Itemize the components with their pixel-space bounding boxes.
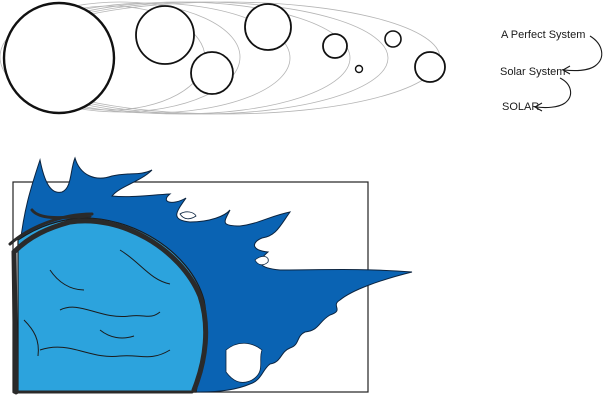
flame-notch: [254, 256, 269, 266]
planet-icon: [322, 33, 348, 59]
sketch-line: [39, 346, 171, 358]
label-solar-system: Solar System: [500, 66, 566, 78]
arrows: [533, 35, 603, 112]
solar-logo: [8, 156, 413, 395]
arrow-head-icon: [533, 102, 543, 112]
planet-icon: [244, 3, 292, 51]
flame-notch: [179, 211, 197, 220]
sketch-line: [49, 269, 85, 291]
arrow-head-icon: [561, 65, 571, 75]
sun-icon: [2, 1, 116, 115]
planet-icon: [354, 64, 364, 74]
label-a-perfect-system: A Perfect System: [501, 29, 586, 41]
sketch-line: [119, 249, 171, 285]
curved-arrow-icon: [563, 35, 603, 72]
flame-notch: [225, 342, 263, 383]
sketch-line: [59, 306, 161, 318]
planet-icon: [190, 51, 234, 95]
sun-outline: [11, 218, 209, 395]
label-solar: SOLAR: [502, 101, 540, 113]
orbit-diagram: [0, 1, 446, 115]
curved-arrow-icon: [535, 77, 572, 109]
planet-icons: [135, 3, 446, 95]
planet-icon: [414, 51, 446, 83]
flame-highlights: [179, 211, 269, 383]
sketch-line: [23, 319, 39, 357]
planet-icon: [384, 30, 402, 48]
sun-outline-stroke: [8, 208, 194, 394]
sun-sketch-lines: [23, 249, 171, 358]
planet-icon: [135, 5, 195, 65]
sketch-line: [99, 329, 135, 339]
